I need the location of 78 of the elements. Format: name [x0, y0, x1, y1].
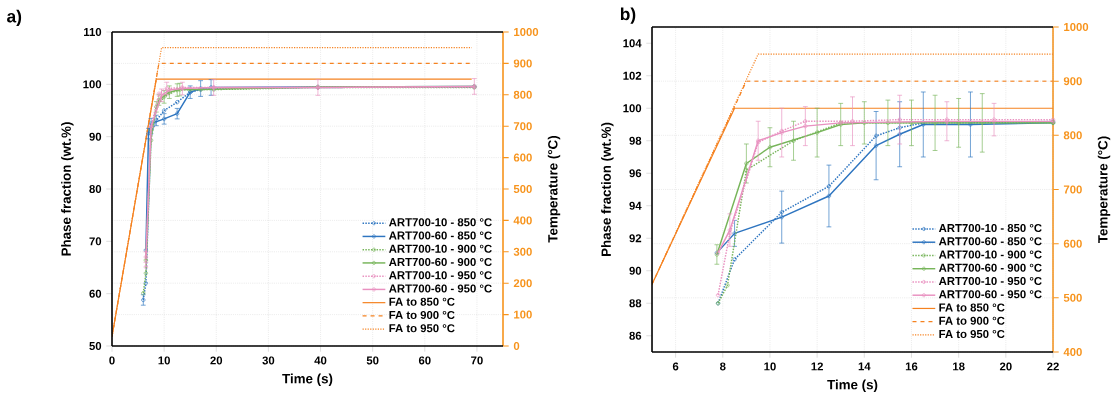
- legend-label: ART700-10 - 900 °C: [389, 244, 492, 253]
- legend-label: ART700-60 - 850 °C: [938, 237, 1042, 246]
- y2-tick-label: 1000: [514, 27, 539, 36]
- y-tick-label: 70: [89, 237, 102, 246]
- x-tick-label: 40: [314, 356, 327, 365]
- legend-label: ART700-10 - 850 °C: [938, 224, 1042, 233]
- x-tick-label: 12: [811, 362, 823, 371]
- x-tick-label: 10: [764, 362, 776, 371]
- y2-tick-label: 400: [513, 216, 532, 225]
- y-tick-label: 102: [623, 71, 642, 80]
- legend-label: FA to 850 °C: [939, 303, 1005, 312]
- y2-tick-label: 300: [513, 247, 532, 256]
- y2-tick-label: 900: [1063, 77, 1082, 86]
- x-tick-label: 10: [158, 356, 170, 365]
- x-tick-label: 8: [719, 362, 726, 371]
- y2-tick-label: 800: [1063, 131, 1082, 140]
- y2-axis-title: Temperature (°C): [1097, 136, 1111, 244]
- legend-label: FA to 950 °C: [389, 324, 455, 333]
- y-tick-label: 100: [623, 104, 642, 113]
- y-tick-label: 98: [629, 136, 642, 145]
- y-tick-label: 80: [89, 185, 102, 194]
- legend-label: FA to 900 °C: [389, 310, 455, 319]
- legend-label: ART700-10 - 850 °C: [389, 218, 492, 227]
- x-tick-label: 60: [418, 356, 431, 365]
- x-tick-label: 20: [999, 362, 1012, 371]
- y-tick-label: 104: [623, 39, 642, 48]
- legend-label: ART700-60 - 950 °C: [389, 284, 492, 293]
- y2-tick-label: 500: [1063, 293, 1082, 302]
- legend-label: ART700-10 - 950 °C: [389, 271, 492, 280]
- y2-tick-label: 600: [513, 153, 532, 162]
- x-tick-label: 16: [905, 362, 918, 371]
- y-tick-label: 86: [629, 331, 642, 340]
- y2-tick-label: 800: [513, 90, 532, 99]
- legend-label: FA to 900 °C: [939, 316, 1005, 325]
- legend-label: ART700-60 - 900 °C: [389, 257, 492, 266]
- y-tick-label: 50: [89, 342, 102, 351]
- x-axis-title: Time (s): [282, 373, 333, 387]
- y2-tick-label: 200: [513, 279, 532, 288]
- y-tick-label: 100: [83, 80, 102, 89]
- x-tick-label: 22: [1047, 362, 1059, 371]
- x-tick-label: 0: [109, 356, 115, 365]
- text: a): [7, 9, 22, 26]
- y-tick-label: 90: [89, 132, 102, 141]
- y2-axis-title: Temperature (°C): [547, 136, 561, 243]
- y2-tick-label: 400: [1063, 348, 1082, 356]
- y2-tick-label: 600: [1063, 239, 1082, 248]
- y-tick-label: 92: [629, 234, 642, 243]
- legend-label: ART700-10 - 950 °C: [938, 277, 1042, 286]
- y2-tick-label: 900: [513, 59, 532, 68]
- y2-tick-label: 1000: [1064, 22, 1089, 31]
- legend-label: ART700-60 - 850 °C: [389, 231, 492, 240]
- x-tick-label: 30: [262, 356, 275, 365]
- y-axis-title: Phase fraction (wt.%): [61, 122, 74, 256]
- legend-label: ART700-60 - 900 °C: [938, 263, 1042, 272]
- y-tick-label: 96: [629, 169, 642, 178]
- y-tick-label: 88: [629, 299, 642, 308]
- y2-tick-label: 700: [513, 122, 532, 131]
- legend-label: FA to 950 °C: [939, 329, 1005, 338]
- x-tick-label: 50: [366, 356, 379, 365]
- x-axis-title: Time (s): [827, 379, 878, 392]
- y2-tick-label: 700: [1063, 185, 1082, 194]
- y-tick-label: 60: [89, 289, 102, 298]
- y-tick-label: 110: [84, 28, 102, 37]
- y-tick-label: 94: [629, 201, 642, 210]
- y2-tick-label: 100: [514, 310, 532, 319]
- legend-label: ART700-60 - 950 °C: [938, 290, 1042, 299]
- y-axis-title: Phase fraction (wt.%): [601, 122, 614, 257]
- legend-label: FA to 850 °C: [389, 297, 455, 306]
- y2-tick-label: 500: [513, 184, 532, 193]
- x-tick-label: 6: [672, 362, 679, 371]
- x-tick-label: 18: [953, 362, 965, 371]
- text: b): [620, 7, 636, 24]
- x-tick-label: 20: [210, 356, 223, 365]
- y-tick-label: 90: [629, 266, 642, 275]
- y2-tick-label: 0: [513, 342, 520, 351]
- legend-label: ART700-10 - 900 °C: [938, 250, 1042, 259]
- x-tick-label: 14: [858, 362, 871, 371]
- x-tick-label: 70: [471, 356, 483, 365]
